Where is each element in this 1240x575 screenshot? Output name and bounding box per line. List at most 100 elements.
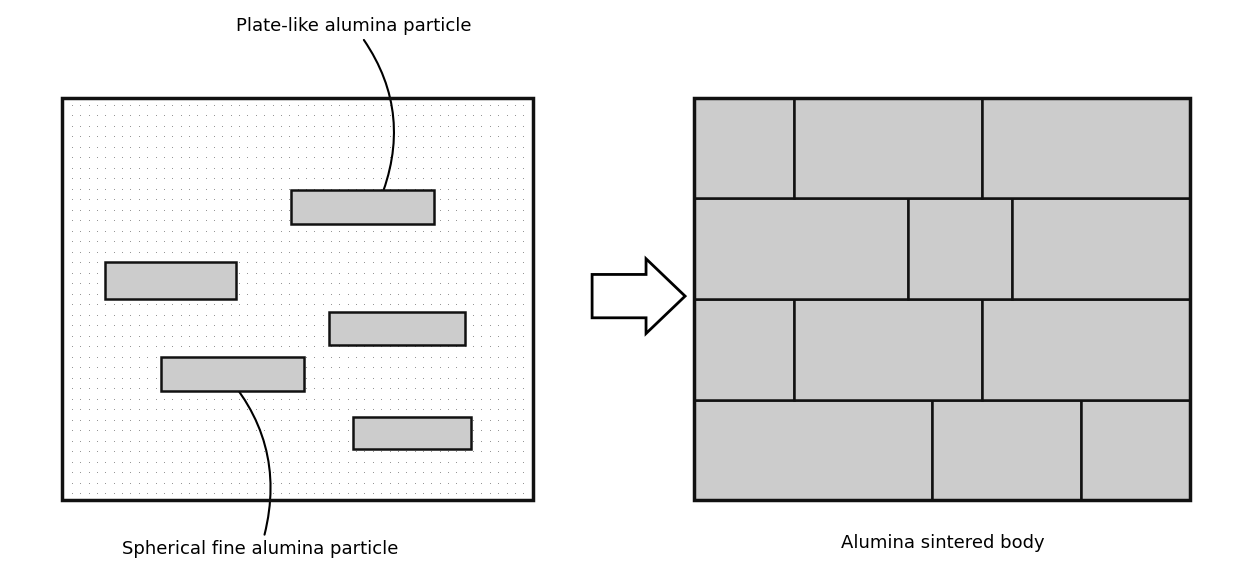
Point — [62, 300, 82, 309]
Point — [154, 121, 174, 131]
Point — [145, 300, 165, 309]
Point — [388, 415, 408, 424]
Point — [95, 352, 115, 361]
Point — [145, 110, 165, 120]
Point — [397, 415, 417, 424]
Point — [464, 321, 484, 330]
Point — [464, 436, 484, 446]
Point — [489, 426, 508, 435]
Point — [120, 142, 140, 151]
Point — [404, 384, 424, 393]
Point — [480, 110, 500, 120]
Point — [455, 258, 475, 267]
Point — [179, 300, 198, 309]
Point — [229, 258, 249, 267]
Point — [346, 268, 366, 277]
Point — [221, 216, 241, 225]
Point — [379, 110, 399, 120]
Point — [397, 258, 417, 267]
Point — [229, 436, 249, 446]
Point — [212, 436, 232, 446]
Point — [489, 163, 508, 172]
Point — [337, 426, 357, 435]
Point — [112, 331, 131, 340]
Point — [337, 247, 357, 256]
Point — [337, 142, 357, 151]
Point — [238, 342, 258, 351]
Point — [272, 363, 291, 372]
Point — [388, 331, 408, 340]
Point — [78, 489, 98, 498]
Point — [505, 415, 525, 424]
Point — [187, 247, 207, 256]
Point — [145, 237, 165, 246]
Point — [505, 247, 525, 256]
Point — [129, 489, 149, 498]
Point — [371, 373, 391, 382]
Point — [438, 152, 458, 162]
Point — [272, 321, 291, 330]
Point — [129, 289, 149, 298]
Point — [346, 394, 366, 404]
Point — [112, 268, 131, 277]
Point — [304, 300, 324, 309]
Point — [263, 226, 283, 235]
Point — [330, 110, 350, 120]
Point — [246, 436, 265, 446]
Point — [162, 226, 182, 235]
Point — [104, 142, 124, 151]
Point — [513, 258, 533, 267]
Point — [279, 289, 299, 298]
Point — [296, 163, 316, 172]
Point — [371, 110, 391, 120]
Point — [145, 363, 165, 372]
Point — [196, 331, 216, 340]
Point — [296, 132, 316, 141]
Point — [497, 489, 517, 498]
Point — [120, 163, 140, 172]
Point — [330, 121, 350, 131]
Point — [288, 247, 308, 256]
Point — [304, 194, 324, 204]
Point — [404, 121, 424, 131]
Point — [288, 331, 308, 340]
Point — [254, 216, 274, 225]
Point — [513, 100, 533, 109]
Point — [413, 384, 433, 393]
Point — [138, 415, 157, 424]
Point — [513, 352, 533, 361]
Point — [179, 247, 198, 256]
Point — [62, 363, 82, 372]
Point — [337, 205, 357, 214]
Point — [221, 467, 241, 477]
Point — [337, 457, 357, 466]
Point — [337, 268, 357, 277]
Point — [187, 489, 207, 498]
Point — [221, 258, 241, 267]
Point — [71, 478, 91, 488]
Point — [337, 132, 357, 141]
Point — [212, 352, 232, 361]
Point — [464, 132, 484, 141]
Point — [446, 426, 466, 435]
Point — [446, 405, 466, 414]
Point — [438, 478, 458, 488]
Point — [263, 478, 283, 488]
Point — [464, 279, 484, 288]
Point — [413, 194, 433, 204]
Point — [179, 279, 198, 288]
Point — [254, 142, 274, 151]
Point — [95, 457, 115, 466]
Bar — [694, 198, 908, 299]
Point — [145, 467, 165, 477]
Point — [337, 216, 357, 225]
Point — [138, 331, 157, 340]
Point — [229, 352, 249, 361]
Point — [205, 279, 224, 288]
Point — [446, 258, 466, 267]
Point — [355, 132, 374, 141]
Point — [312, 363, 332, 372]
Point — [404, 289, 424, 298]
Point — [129, 163, 149, 172]
Point — [229, 310, 249, 319]
